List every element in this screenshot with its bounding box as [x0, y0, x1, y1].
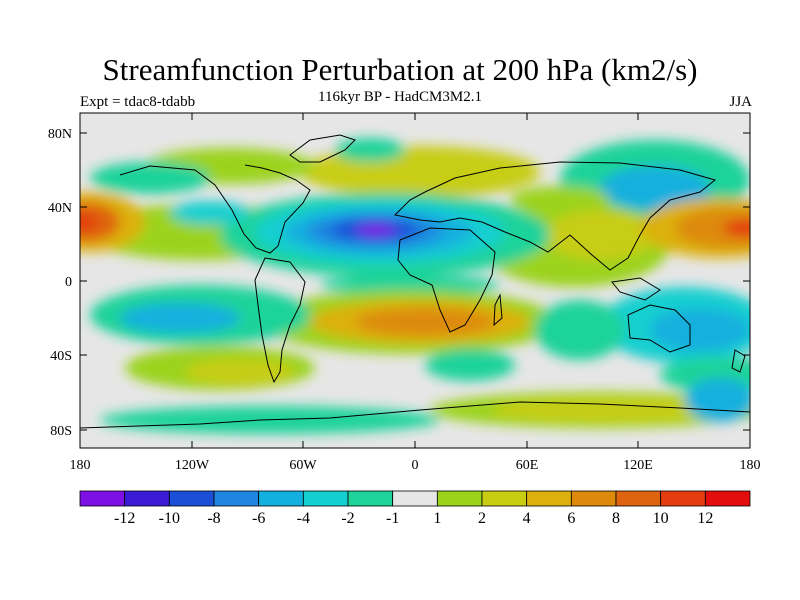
legend-swatch	[704, 490, 751, 507]
legend-swatch	[213, 490, 260, 507]
field-blob	[723, 219, 750, 237]
lat-tick-label: 0	[65, 275, 72, 290]
legend-label: -12	[114, 510, 135, 527]
legend-label: 2	[478, 510, 486, 527]
field-blob	[355, 308, 495, 336]
coastline-madagascar	[493, 293, 503, 327]
legend-swatch	[79, 490, 126, 507]
map-title: Streamfunction Perturbation at 200 hPa (…	[102, 52, 698, 87]
legend-label: -2	[341, 510, 354, 527]
legend-swatch	[168, 490, 215, 507]
coastlines	[80, 134, 750, 429]
legend-label: -4	[297, 510, 310, 527]
legend-swatch	[660, 490, 706, 507]
coastline-antarctica	[80, 401, 750, 429]
field-blob	[650, 308, 750, 352]
field-blob	[490, 398, 730, 422]
legend-swatch	[124, 490, 170, 507]
legend-label: 6	[567, 510, 575, 527]
field-blob	[675, 208, 750, 248]
field-blob	[545, 210, 655, 260]
lon-tick-label: 120E	[623, 458, 653, 473]
legend-swatch	[392, 490, 438, 507]
lon-tick-label: 120W	[175, 458, 210, 473]
legend-label: 12	[697, 510, 713, 527]
lon-tick-label: 60E	[516, 458, 539, 473]
legend-swatch	[302, 490, 349, 507]
field-blob	[320, 275, 500, 295]
legend-label: -10	[159, 510, 180, 527]
field-blob	[685, 378, 750, 422]
lat-tick-label: 40S	[50, 349, 72, 364]
field-blob	[120, 303, 240, 333]
coastline-north-america	[119, 164, 311, 254]
legend-label: 1	[433, 510, 441, 527]
legend-swatch	[481, 490, 528, 507]
legend-swatch	[615, 490, 662, 507]
field-layer	[80, 113, 750, 448]
field-blob	[335, 138, 405, 162]
coastline-africa	[397, 227, 496, 333]
coastline-new-zealand	[731, 349, 746, 373]
legend-colorbar	[79, 490, 751, 507]
field-blob	[600, 166, 710, 210]
map-subtitle: 116kyr BP - HadCM3M2.1	[318, 89, 482, 105]
legend-label: 10	[653, 510, 669, 527]
legend-label: -6	[252, 510, 265, 527]
legend-label: -1	[386, 510, 399, 527]
lat-tick-label: 80S	[50, 424, 72, 439]
field-blob	[80, 202, 120, 242]
legend-swatch	[347, 490, 394, 507]
axis-ticks	[80, 113, 750, 448]
lon-tick-label: 60W	[289, 458, 317, 473]
coastline-greenland	[289, 134, 356, 163]
legend-labels: -12 -10 -8 -6 -4 -2 -1 1 2 4 6 8 10 12	[114, 510, 713, 527]
coastline-eurasia	[393, 161, 717, 271]
coastline-australia	[627, 304, 691, 353]
field-blob	[425, 349, 515, 381]
lon-tick-label: 180	[740, 458, 761, 473]
legend-label: 8	[612, 510, 620, 527]
season-label: JJA	[729, 94, 752, 110]
legend-swatch	[436, 490, 483, 507]
coastline-indonesia	[611, 277, 661, 301]
legend-swatch	[258, 490, 304, 507]
field-blob	[535, 300, 625, 360]
lat-tick-label: 40N	[48, 201, 72, 216]
legend-swatch	[526, 490, 572, 507]
experiment-label: Expt = tdac8-tdabb	[80, 94, 196, 110]
lon-tick-label: 0	[412, 458, 419, 473]
legend-label: 4	[523, 510, 531, 527]
lat-tick-label: 80N	[48, 127, 72, 142]
coastline-south-america	[254, 257, 306, 384]
lon-tick-label: 180	[70, 458, 91, 473]
legend-swatch	[570, 490, 617, 507]
field-blob	[356, 224, 396, 236]
field-blob	[90, 162, 210, 194]
field-blob	[80, 213, 98, 231]
field-blob	[185, 359, 295, 385]
legend-label: -8	[207, 510, 220, 527]
